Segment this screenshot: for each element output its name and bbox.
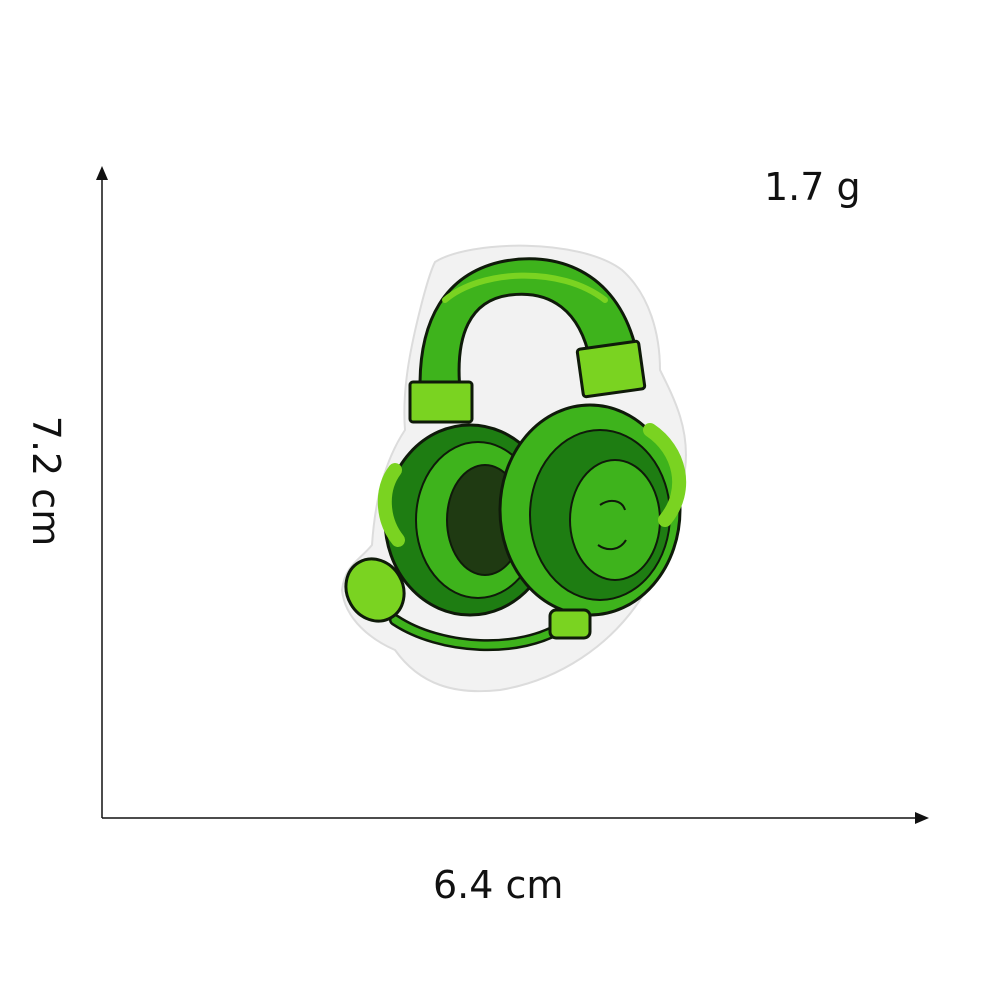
left-headband-block [408,380,474,424]
height-axis-arrow-icon [96,166,108,180]
green-headset-patch-icon [340,244,687,693]
right-ear-plate [569,459,661,581]
mic-boom [391,616,569,649]
mic-joint [548,608,592,640]
headband-highlight [442,272,608,303]
right-headband-block [575,339,647,399]
headband [418,257,637,392]
left-ear-rim [377,463,405,547]
weight-label: 1.7 g [764,165,861,209]
mic-head [344,557,406,623]
right-ear-rim [643,423,687,527]
width-axis-arrow-icon [915,812,929,824]
height-label: 7.2 cm [24,415,68,547]
right-ear-detail [597,499,627,551]
width-label: 6.4 cm [433,863,564,907]
